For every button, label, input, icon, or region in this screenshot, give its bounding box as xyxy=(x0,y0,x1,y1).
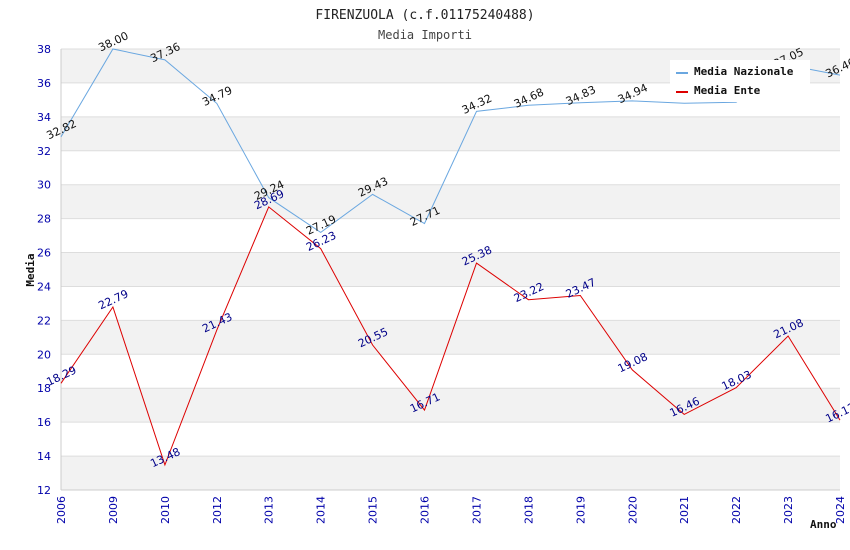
x-tick-label: 2021 xyxy=(678,496,691,524)
band xyxy=(61,218,840,253)
y-tick-label: 30 xyxy=(37,179,51,192)
axes xyxy=(60,49,840,491)
x-tick-label: 2014 xyxy=(315,496,328,524)
band xyxy=(61,422,840,457)
band xyxy=(61,456,840,490)
x-tick-label: 2017 xyxy=(470,496,483,524)
legend-box xyxy=(670,60,810,102)
x-tick-label: 2019 xyxy=(574,496,587,524)
y-tick-label: 14 xyxy=(37,450,51,463)
x-tick-label: 2016 xyxy=(419,496,432,524)
x-tick-label: 2024 xyxy=(834,496,847,524)
y-tick-label: 32 xyxy=(37,145,51,158)
legend-label-media-nazionale: Media Nazionale xyxy=(694,65,794,78)
series-lines xyxy=(60,48,841,467)
y-tick-label: 28 xyxy=(37,213,51,226)
y-tick-label: 12 xyxy=(37,484,51,497)
x-tick-label: 2020 xyxy=(626,496,639,524)
x-tick-label: 2010 xyxy=(159,496,172,524)
band xyxy=(61,252,840,287)
band xyxy=(61,354,840,389)
y-tick-label: 20 xyxy=(37,348,51,361)
x-tick-label: 2009 xyxy=(107,496,120,524)
x-tick-label: 2018 xyxy=(522,496,535,524)
y-tick-label: 18 xyxy=(37,382,51,395)
chart-subtitle: Media Importi xyxy=(378,28,472,42)
series-line-media-nazionale xyxy=(60,48,841,234)
y-tick-label: 16 xyxy=(37,416,51,429)
y-axis-label: Media xyxy=(24,253,37,286)
legend: Media Nazionale Media Ente xyxy=(670,60,810,102)
y-tick-label: 34 xyxy=(37,111,51,124)
legend-label-media-ente: Media Ente xyxy=(694,84,761,97)
y-tick-label: 38 xyxy=(37,43,51,56)
x-tick-label: 2012 xyxy=(211,496,224,524)
y-tick-label: 24 xyxy=(37,280,51,293)
series-line-media-ente xyxy=(60,206,841,467)
band xyxy=(61,388,840,423)
y-tick-labels: 12 14 16 18 20 22 24 26 28 30 32 34 36 38 xyxy=(37,43,51,497)
x-tick-label: 2022 xyxy=(730,496,743,524)
x-tick-label: 2023 xyxy=(782,496,795,524)
x-tick-label: 2006 xyxy=(55,496,68,524)
chart-title: FIRENZUOLA (c.f.01175240488) xyxy=(315,8,534,23)
x-axis-label: Anno xyxy=(810,518,837,531)
plot-background-bands xyxy=(61,49,840,490)
y-tick-label: 22 xyxy=(37,314,51,327)
y-tick-label: 26 xyxy=(37,247,51,260)
y-tick-label: 36 xyxy=(37,77,51,90)
band xyxy=(61,116,840,151)
x-tick-label: 2015 xyxy=(367,496,380,524)
x-tick-labels: 2006 2009 2010 2012 2013 2014 2015 2016 2017 2018… xyxy=(55,496,847,524)
band xyxy=(61,286,840,321)
band xyxy=(61,184,840,219)
x-tick-label: 2013 xyxy=(263,496,276,524)
